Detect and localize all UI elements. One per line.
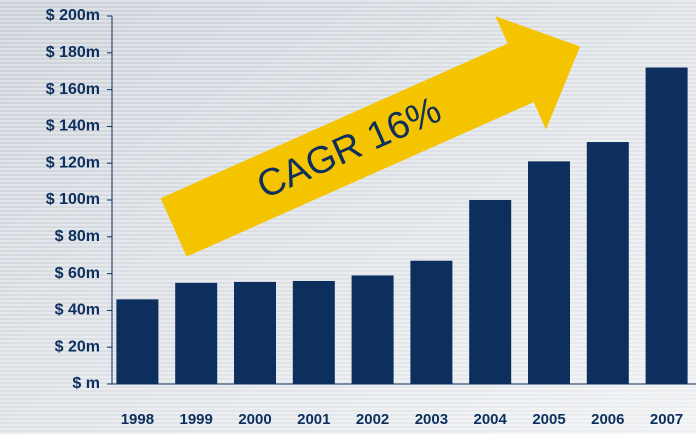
bar (645, 67, 688, 385)
bar (351, 275, 394, 384)
y-tick-label: $ 160m (46, 81, 100, 98)
y-tick-label: $ 20m (55, 338, 100, 355)
bar (292, 280, 335, 384)
y-tick-label: $ 200m (46, 7, 100, 24)
bar (410, 260, 453, 384)
cagr-arrow (160, 16, 581, 257)
bar (586, 142, 629, 384)
x-tick-label: 2007 (650, 411, 683, 428)
bar (234, 281, 276, 384)
x-tick-label: 2003 (415, 411, 448, 428)
y-tick-label: $ 60m (55, 265, 100, 282)
x-tick-label: 2001 (297, 411, 330, 428)
x-tick-label: 2006 (591, 411, 624, 428)
y-tick-label: $ 120m (46, 154, 100, 171)
bar (469, 200, 512, 384)
x-tick-label: 1999 (180, 411, 213, 428)
x-tick-label: 2000 (238, 411, 271, 428)
y-tick-label: $ 80m (55, 228, 100, 245)
y-tick-label: $ 100m (46, 191, 100, 208)
y-tick-label: $ 140m (46, 118, 100, 135)
y-tick-label: $ m (72, 375, 100, 392)
y-tick-label: $ 40m (55, 302, 100, 319)
bar (175, 282, 218, 384)
x-tick-label: 2002 (356, 411, 389, 428)
x-tick-label: 1998 (121, 411, 154, 428)
x-tick-label: 2004 (474, 411, 508, 428)
bar (116, 299, 159, 384)
bar (528, 161, 570, 384)
y-tick-label: $ 180m (46, 44, 100, 61)
x-tick-label: 2005 (532, 411, 565, 428)
